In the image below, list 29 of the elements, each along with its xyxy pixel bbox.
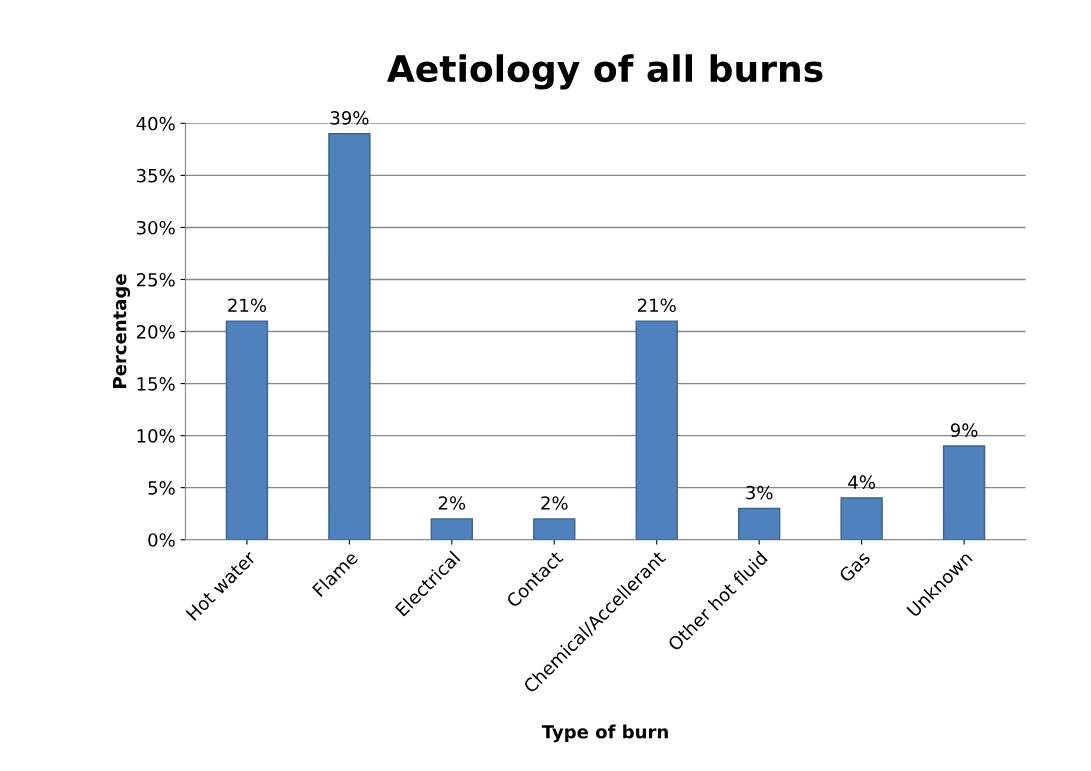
data-label: 21% — [637, 298, 676, 313]
data-label: 39% — [330, 111, 369, 125]
data-label: 9% — [950, 423, 978, 437]
data-label: 3% — [746, 485, 773, 500]
bar — [533, 518, 576, 540]
chart-title: Aetiology of all burns — [386, 54, 823, 90]
y-axis-title: Percentage — [113, 274, 131, 388]
y-tick-label: 5% — [148, 481, 175, 495]
data-label: 2% — [438, 496, 466, 510]
data-label: 2% — [541, 496, 568, 510]
bar — [840, 497, 883, 540]
x-tick-label: Gas — [838, 550, 871, 583]
data-label: 21% — [228, 298, 267, 313]
data-label: 4% — [848, 475, 875, 490]
y-tick-label: 40% — [136, 116, 175, 131]
y-tick-label: 25% — [136, 272, 175, 287]
bar — [737, 507, 781, 540]
bar — [942, 445, 986, 540]
y-tick-label: 30% — [136, 220, 175, 235]
bar — [225, 320, 269, 540]
y-tick-label: 10% — [137, 429, 175, 443]
bar — [635, 320, 678, 540]
x-axis-title: Type of burn — [541, 724, 668, 743]
bar — [430, 518, 474, 540]
y-tick-label: 15% — [137, 377, 175, 391]
y-tick-label: 0% — [148, 533, 175, 547]
y-tick-label: 20% — [136, 324, 175, 339]
bar — [328, 133, 371, 540]
y-tick-label: 35% — [136, 168, 175, 183]
